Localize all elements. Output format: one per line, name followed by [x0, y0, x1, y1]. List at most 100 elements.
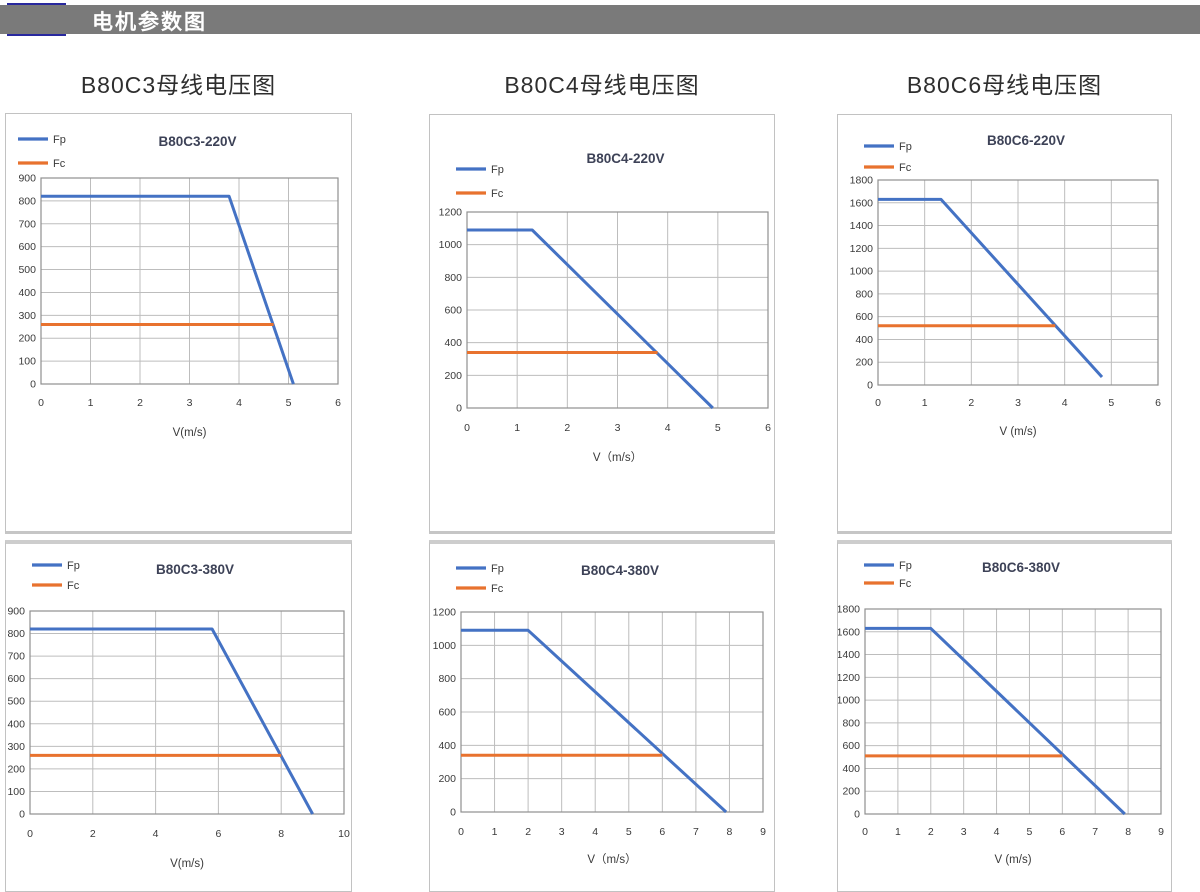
gridlines	[864, 608, 1162, 815]
plot-border	[466, 211, 769, 409]
legend-label-fc: Fc	[491, 583, 504, 595]
x-axis-label: V（m/s）	[593, 451, 642, 464]
x-tick-label: 5	[715, 422, 721, 434]
chart-card-b80c6-220v: 0 200 400 600 800 1000 1200 1400 1600 1800 0 1 2 3 4 5 6…	[837, 114, 1172, 534]
y-tick-label: 300	[18, 310, 36, 322]
x-axis-label: V (m/s)	[999, 426, 1036, 438]
y-tick-label: 1800	[838, 604, 860, 616]
y-tick-label: 500	[18, 264, 36, 276]
y-tick-label: 300	[7, 741, 25, 753]
y-tick-label: 400	[444, 337, 462, 349]
y-tick-label: 1200	[838, 672, 860, 684]
y-tick-label: 0	[854, 809, 860, 821]
chart-title: B80C3-380V	[156, 562, 234, 577]
chart-title: B80C6-380V	[982, 560, 1060, 575]
y-tick-label: 0	[19, 809, 25, 821]
chart-card-b80c4-220v: 0 200 400 600 800 1000 1200 0 1 2 3 4 5 6 V（m/s） B80C4-…	[429, 114, 775, 534]
y-tick-label: 400	[7, 718, 25, 730]
y-tick-label: 0	[30, 379, 36, 391]
x-tick-label: 9	[760, 826, 766, 838]
y-tick-label: 200	[842, 786, 860, 798]
x-tick-label: 1	[492, 826, 498, 838]
y-tick-label: 600	[7, 673, 25, 685]
x-tick-label: 5	[626, 826, 632, 838]
x-tick-label: 2	[968, 397, 974, 409]
chart-title: B80C3-220V	[158, 134, 236, 149]
x-tick-label: 10	[338, 828, 350, 840]
y-tick-label: 1000	[838, 695, 860, 707]
chart-card-b80c6-380v: 0 200 400 600 800 1000 1200 1400 1600 1800 0 1 2 3 4 5 6…	[837, 540, 1172, 892]
x-tick-label: 3	[961, 826, 967, 838]
y-tick-label: 400	[855, 334, 873, 346]
y-tick-label: 600	[444, 305, 462, 317]
chart-card-b80c4-380v: 0 200 400 600 800 1000 1200 0 1 2 3 4 5 6 7 8 9 V（m/s） B80…	[429, 540, 775, 892]
legend-label-fc: Fc	[899, 578, 912, 590]
y-tick-label: 400	[438, 740, 456, 752]
y-tick-label: 0	[867, 380, 873, 392]
y-tick-label: 1600	[838, 626, 860, 638]
chart-card-b80c3-380v: 0 100 200 300 400 500 600 700 800 900 0 2 4 6 8 10 V(m/s…	[5, 540, 352, 892]
x-tick-label: 5	[1027, 826, 1033, 838]
section-header-bar	[0, 5, 1200, 34]
y-tick-label: 1800	[850, 175, 874, 187]
y-tick-label: 800	[842, 717, 860, 729]
y-tick-label: 900	[18, 173, 36, 185]
chart-canvas-b80c4-220v: 0 200 400 600 800 1000 1200 0 1 2 3 4 5 6 V（m/s） B80C4-…	[439, 151, 771, 464]
plot-border	[877, 179, 1159, 386]
y-tick-label: 200	[855, 357, 873, 369]
x-tick-label: 4	[236, 397, 242, 409]
x-tick-label: 6	[1155, 397, 1161, 409]
y-tick-label: 1000	[439, 239, 463, 251]
y-tick-label: 800	[444, 272, 462, 284]
column-title-b80c3: B80C3母线电压图	[80, 72, 277, 98]
legend-label-fc: Fc	[899, 162, 912, 174]
x-tick-label: 2	[928, 826, 934, 838]
legend-label-fp: Fp	[899, 560, 912, 572]
y-tick-label: 1200	[433, 607, 457, 619]
x-tick-label: 4	[1062, 397, 1068, 409]
y-tick-label: 800	[438, 673, 456, 685]
chart-title: B80C4-220V	[586, 151, 664, 166]
legend-label-fc: Fc	[491, 188, 504, 200]
y-tick-label: 1200	[850, 243, 874, 255]
chart-canvas-b80c3-380v: 0 100 200 300 400 500 600 700 800 900 0 2 4 6 8 10 V(m/s…	[7, 560, 350, 870]
x-tick-label: 6	[1059, 826, 1065, 838]
y-tick-label: 200	[444, 370, 462, 382]
x-tick-label: 3	[187, 397, 193, 409]
gridlines	[466, 211, 769, 409]
x-tick-label: 0	[38, 397, 44, 409]
y-tick-label: 1400	[850, 220, 874, 232]
x-tick-label: 8	[1125, 826, 1131, 838]
y-tick-label: 100	[18, 356, 36, 368]
x-tick-label: 1	[88, 397, 94, 409]
fp-line	[865, 626, 1126, 816]
legend-label-fp: Fp	[53, 134, 66, 146]
y-tick-label: 200	[438, 773, 456, 785]
y-tick-label: 1000	[433, 640, 457, 652]
chart-title: B80C6-220V	[987, 133, 1065, 148]
fp-line	[30, 627, 314, 815]
y-tick-label: 900	[7, 606, 25, 618]
fp-line	[467, 228, 714, 410]
legend-label-fp: Fp	[899, 141, 912, 153]
x-tick-label: 6	[765, 422, 771, 434]
fp-line	[461, 628, 728, 814]
plot-border	[40, 177, 339, 385]
x-tick-label: 3	[1015, 397, 1021, 409]
x-axis-label: V（m/s）	[587, 853, 636, 866]
x-tick-label: 0	[464, 422, 470, 434]
x-tick-label: 4	[153, 828, 159, 840]
x-tick-label: 5	[286, 397, 292, 409]
legend-label-fp: Fp	[491, 164, 504, 176]
x-tick-label: 3	[559, 826, 565, 838]
x-tick-label: 6	[335, 397, 341, 409]
x-axis-label: V(m/s)	[170, 858, 204, 870]
x-tick-label: 4	[665, 422, 671, 434]
x-tick-label: 4	[592, 826, 598, 838]
y-tick-label: 0	[450, 807, 456, 819]
x-tick-label: 8	[727, 826, 733, 838]
y-tick-label: 800	[7, 628, 25, 640]
x-tick-label: 2	[564, 422, 570, 434]
y-tick-label: 1000	[850, 266, 874, 278]
